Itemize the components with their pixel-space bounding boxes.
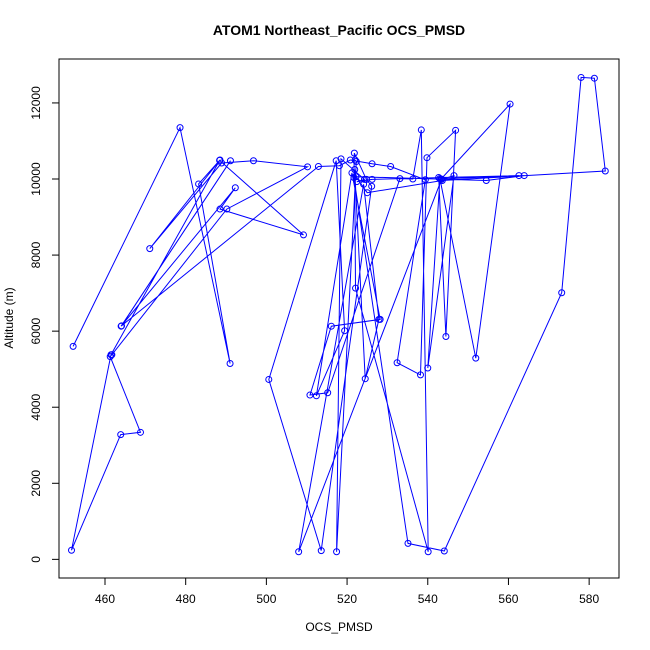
data-point (416, 371, 424, 379)
data-point (440, 547, 448, 555)
data-point (396, 175, 404, 183)
data-point (601, 167, 609, 175)
data-point (249, 157, 257, 165)
x-tick-label: 560 (498, 592, 518, 606)
data-point (393, 359, 401, 367)
data-point (442, 332, 450, 340)
data-point (352, 284, 360, 292)
data-point (136, 428, 144, 436)
y-tick-label: 0 (29, 556, 43, 563)
data-point (368, 160, 376, 168)
data-point (333, 548, 341, 556)
data-point (506, 100, 514, 108)
data-point (387, 162, 395, 170)
x-tick-label: 460 (95, 592, 115, 606)
data-point (341, 327, 349, 335)
x-tick-label: 540 (418, 592, 438, 606)
data-point (314, 162, 322, 170)
x-tick-label: 480 (176, 592, 196, 606)
data-point (351, 156, 359, 164)
data-point (216, 205, 224, 213)
y-tick-label: 8000 (29, 241, 43, 268)
data-point (360, 175, 368, 183)
y-tick-label: 6000 (29, 317, 43, 344)
x-axis: 460 480 500 520 540 560 580 (95, 577, 599, 606)
data-point (423, 154, 431, 162)
data-point (421, 176, 429, 184)
plot-area (68, 73, 609, 556)
data-point (424, 364, 432, 372)
y-axis: 0 2000 4000 6000 8000 10000 12000 (29, 86, 60, 563)
data-point (353, 178, 361, 186)
data-point (317, 547, 325, 555)
data-point (223, 205, 231, 213)
data-point (409, 175, 417, 183)
data-point (176, 124, 184, 132)
y-tick-label: 2000 (29, 470, 43, 497)
data-point (437, 175, 445, 183)
x-axis-label: OCS_PMSD (305, 620, 373, 634)
y-axis-label: Altitude (m) (2, 287, 16, 348)
data-point (452, 126, 460, 134)
data-point (350, 149, 358, 157)
data-point (146, 245, 154, 253)
data-point (324, 389, 332, 397)
x-tick-label: 580 (579, 592, 599, 606)
series-line (71, 76, 606, 552)
chart-title: ATOM1 Northeast_Pacific OCS_PMSD (213, 22, 465, 38)
data-point (327, 322, 335, 330)
y-tick-label: 4000 (29, 394, 43, 421)
data-point (299, 231, 307, 239)
data-point (417, 126, 425, 134)
x-tick-label: 500 (256, 592, 276, 606)
data-point (558, 289, 566, 297)
data-point (226, 359, 234, 367)
data-point (68, 546, 76, 554)
data-point (306, 391, 314, 399)
data-point (351, 165, 359, 173)
data-point (332, 157, 340, 165)
data-point (515, 172, 523, 180)
data-point (118, 322, 126, 330)
data-point (216, 156, 224, 164)
data-point (577, 73, 585, 81)
data-point (265, 375, 273, 383)
data-point (337, 155, 345, 163)
data-point (117, 431, 125, 439)
data-point (360, 180, 368, 188)
data-point (304, 163, 312, 171)
data-point (195, 180, 203, 188)
data-point (361, 375, 369, 383)
y-tick-label: 12000 (29, 86, 43, 120)
data-point (472, 354, 480, 362)
data-point (520, 172, 528, 180)
data-point (363, 189, 371, 197)
data-point (404, 539, 412, 547)
data-point (375, 315, 383, 323)
data-point (368, 182, 376, 190)
data-point (231, 184, 239, 192)
data-point (312, 392, 320, 400)
data-point (226, 157, 234, 165)
data-point (107, 351, 115, 359)
data-point (352, 158, 360, 166)
data-point (335, 162, 343, 170)
data-point (295, 548, 303, 556)
data-point (590, 74, 598, 82)
x-tick-label: 520 (337, 592, 357, 606)
data-point (424, 548, 432, 556)
data-point (482, 177, 490, 185)
data-point (368, 175, 376, 183)
data-point (69, 342, 77, 350)
data-point (450, 172, 458, 180)
y-tick-label: 10000 (29, 162, 43, 196)
